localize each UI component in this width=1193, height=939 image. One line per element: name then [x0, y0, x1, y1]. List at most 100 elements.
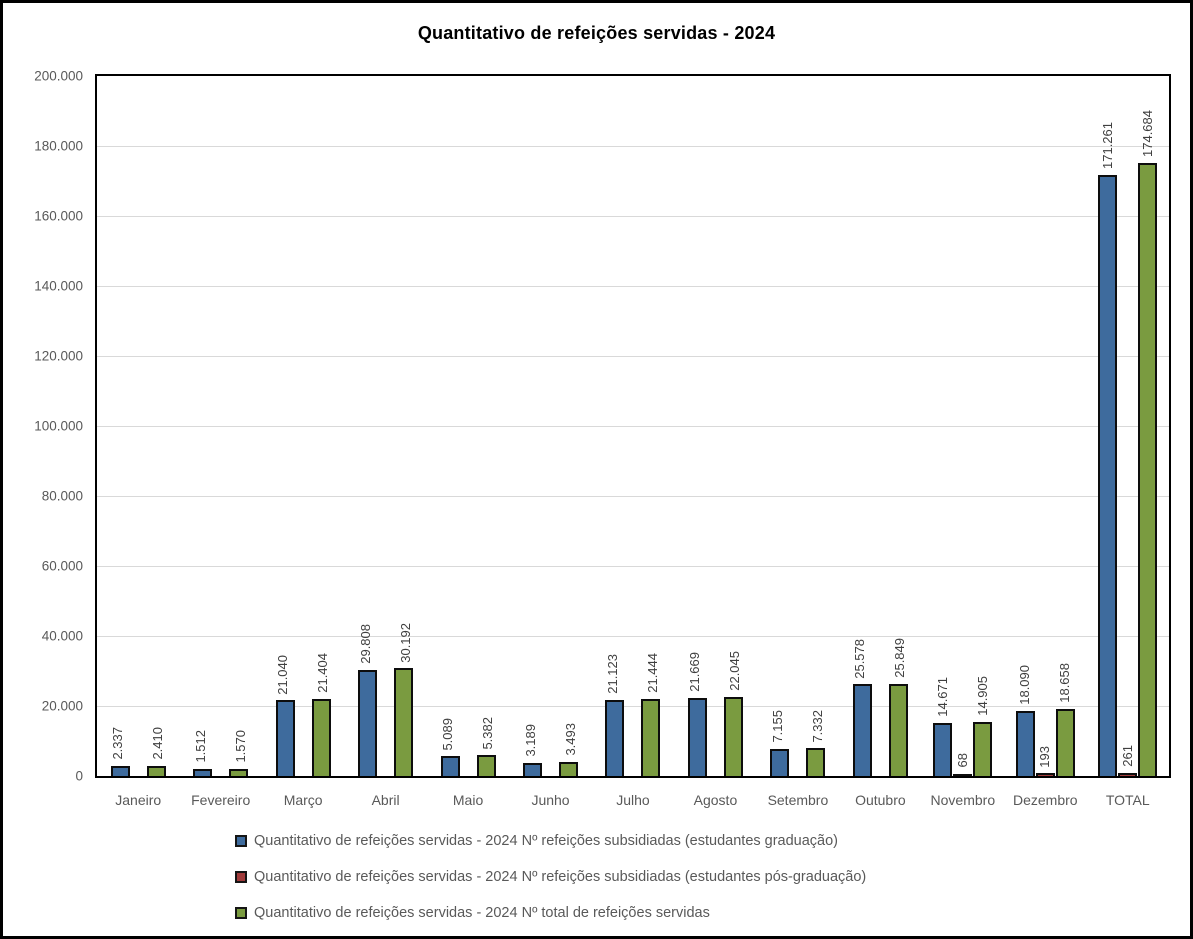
- legend-item-label: Quantitativo de refeições servidas - 202…: [254, 833, 839, 849]
- legend-swatch-icon: [235, 871, 247, 883]
- bar-data-label: 5.089: [440, 717, 456, 751]
- bar-data-label: 1.570: [232, 729, 248, 763]
- bar-data-label: 21.404: [315, 653, 331, 694]
- bar: [933, 722, 953, 776]
- bar: [641, 698, 661, 776]
- gridline: [97, 426, 1169, 427]
- plot-area: 2.337 2.410 1.512 1.570 21.040 21.404 29.808 30…: [95, 74, 1171, 778]
- bar: [953, 773, 973, 776]
- bar-data-label: 14.905: [974, 676, 990, 716]
- bar-data-label: 21.123: [604, 654, 620, 695]
- category-slot: 18.090 193 18.658: [1004, 76, 1086, 776]
- bar-data-label: 261: [1119, 745, 1135, 768]
- category-slot: 3.189 3.493: [509, 76, 591, 776]
- gridline: [97, 286, 1169, 287]
- x-axis-category-label: Agosto: [693, 792, 738, 808]
- y-axis-tick-label: 160.000: [34, 208, 83, 224]
- bar: [1138, 162, 1158, 776]
- bar-data-label: 2.337: [110, 727, 126, 760]
- gridline: [97, 566, 1169, 567]
- category-slot: 171.261 261 174.684: [1087, 76, 1169, 776]
- bar-data-label: 7.332: [809, 709, 825, 743]
- bar-data-label: 3.493: [562, 723, 578, 756]
- bar: [1098, 174, 1118, 776]
- bar-data-label: 29.808: [357, 623, 373, 664]
- x-axis-category-label: Setembro: [767, 792, 829, 808]
- y-axis-tick-label: 0: [75, 768, 83, 784]
- bar-data-label: 22.045: [727, 651, 743, 691]
- y-axis-tick-label: 60.000: [41, 558, 83, 574]
- category-slot: 7.155 7.332: [757, 76, 839, 776]
- bar: [770, 748, 790, 776]
- y-axis-tick-label: 100.000: [34, 418, 83, 434]
- y-axis-tick-label: 120.000: [34, 348, 83, 364]
- bar: [523, 762, 543, 776]
- bar-data-label: 174.684: [1139, 109, 1155, 157]
- category-slot: 21.669 22.045: [674, 76, 756, 776]
- legend-item-label: Quantitativo de refeições servidas - 202…: [254, 869, 867, 885]
- legend-item: Quantitativo de refeições servidas - 202…: [235, 833, 866, 849]
- bar: [476, 755, 496, 776]
- bar-data-label: 21.444: [644, 653, 660, 693]
- bar-data-label: 193: [1037, 745, 1053, 768]
- x-axis-category-label: Novembro: [930, 792, 996, 808]
- y-axis-tick-label: 180.000: [34, 138, 83, 154]
- bar-data-label: 171.261: [1099, 121, 1115, 169]
- gridline: [97, 356, 1169, 357]
- bar: [687, 698, 707, 776]
- legend-swatch-icon: [235, 835, 247, 847]
- bar: [146, 765, 166, 776]
- category-slot: 25.578 25.849: [839, 76, 921, 776]
- bar: [852, 684, 872, 776]
- bar: [605, 700, 625, 776]
- gridline: [97, 706, 1169, 707]
- x-axis-category-label: Junho: [531, 792, 570, 808]
- bar: [559, 761, 579, 776]
- category-slot: 14.671 68 14.905: [922, 76, 1004, 776]
- gridline: [97, 636, 1169, 637]
- bar-data-label: 2.410: [150, 727, 166, 760]
- bar: [1118, 773, 1138, 776]
- y-axis-tick-label: 140.000: [34, 278, 83, 294]
- legend-item: Quantitativo de refeições servidas - 202…: [235, 869, 866, 885]
- category-slot: 21.123 21.444: [592, 76, 674, 776]
- bar: [193, 768, 213, 776]
- y-axis-tick-label: 40.000: [41, 628, 83, 644]
- bar-data-label: 18.090: [1017, 664, 1033, 705]
- bar-data-label: 14.671: [934, 676, 950, 717]
- bar-data-label: 5.382: [480, 716, 496, 750]
- bar-data-label: 1.512: [192, 730, 208, 763]
- y-axis-tick-label: 80.000: [41, 488, 83, 504]
- bar: [1035, 773, 1055, 776]
- y-axis-tick-label: 20.000: [41, 698, 83, 714]
- bar: [229, 768, 249, 776]
- gridline: [97, 216, 1169, 217]
- bar: [1015, 710, 1035, 776]
- bar: [440, 756, 460, 776]
- chart-title: Quantitativo de refeições servidas - 202…: [417, 23, 776, 43]
- legend-swatch-icon: [235, 907, 247, 919]
- x-axis-category-label: TOTAL: [1105, 792, 1150, 808]
- bar: [358, 669, 378, 776]
- gridline: [97, 146, 1169, 147]
- category-slot: 21.040 21.404: [262, 76, 344, 776]
- category-slot: 1.512 1.570: [179, 76, 261, 776]
- bar: [275, 700, 295, 776]
- bar: [394, 668, 414, 776]
- x-axis-category-label: Dezembro: [1012, 792, 1078, 808]
- bar-data-label: 68: [954, 753, 970, 768]
- bar-data-label: 21.040: [275, 654, 291, 695]
- bar-data-label: 25.849: [892, 637, 908, 678]
- category-slot: 5.089 5.382: [427, 76, 509, 776]
- bar-data-label: 25.578: [852, 638, 868, 679]
- bar: [973, 721, 993, 776]
- bar: [110, 765, 130, 776]
- x-axis-category-label: Abril: [371, 792, 400, 808]
- bar: [806, 748, 826, 776]
- bar: [311, 699, 331, 776]
- legend-item-label: Quantitativo de refeições servidas - 202…: [254, 905, 710, 921]
- x-axis-category-label: Março: [283, 792, 323, 808]
- x-axis-category-label: Outubro: [855, 792, 906, 808]
- bar-data-label: 3.189: [522, 724, 538, 757]
